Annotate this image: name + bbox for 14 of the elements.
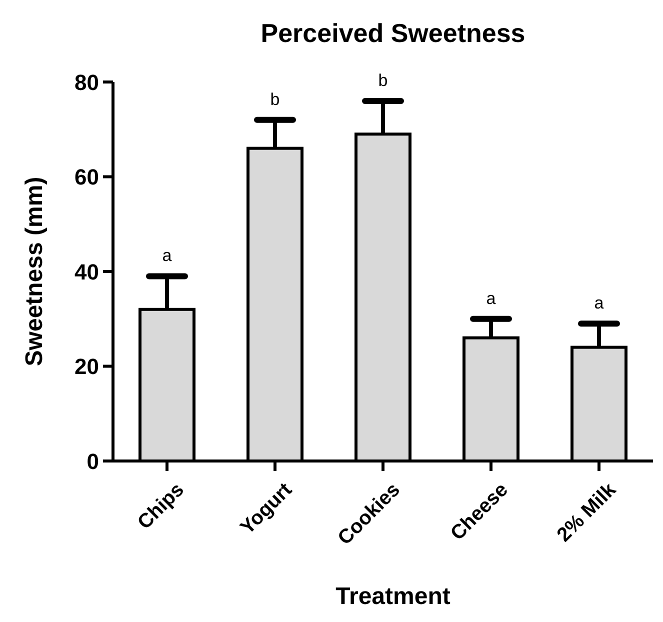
annotation: a (162, 246, 172, 266)
y-tick-label: 40 (74, 259, 99, 284)
y-tick-label: 80 (74, 70, 99, 95)
annotation: a (486, 288, 496, 308)
annotation: b (378, 70, 388, 90)
x-tick-label: 2% Milk (553, 478, 622, 546)
y-tick-label: 60 (74, 164, 99, 190)
annotation: a (594, 294, 604, 313)
y-tick-label: 20 (74, 354, 99, 380)
x-axis-title: Treatment (336, 583, 450, 610)
y-axis-title: Sweetness (mm) (21, 176, 48, 366)
chart-title: Perceived Sweetness (260, 18, 526, 48)
y-tick-label: 0 (86, 448, 99, 474)
annotation: b (270, 90, 280, 109)
